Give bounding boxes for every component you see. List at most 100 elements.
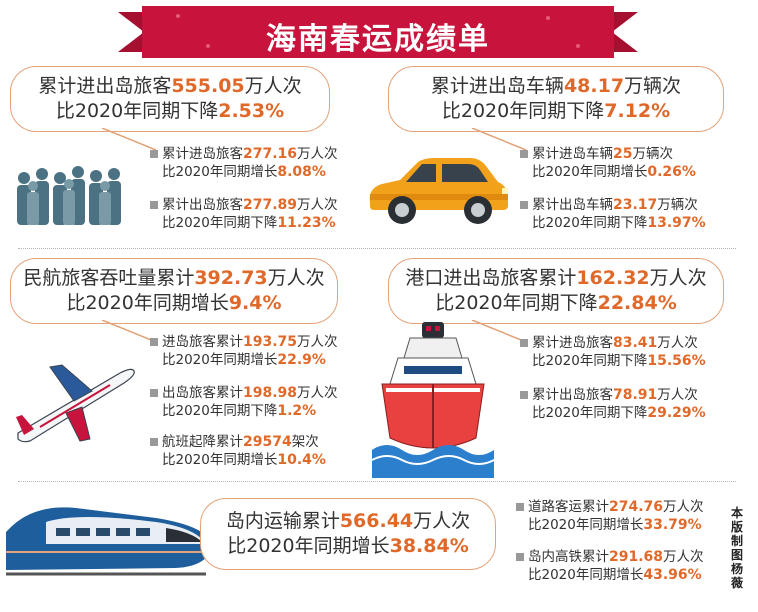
crowd-icon — [17, 166, 121, 225]
port-change-line: 比2020年同期下降22.84% — [389, 291, 723, 316]
item-change-label: 比2020年同期增长 — [162, 164, 278, 180]
vehicles-item-inbound: 累计进岛车辆25万辆次 比2020年同期增长0.26% — [520, 145, 720, 181]
page-title: 海南春运成绩单 — [266, 22, 490, 57]
item-unit: 万人次 — [297, 146, 338, 162]
passengers-main-label: 累计进出岛旅客 — [38, 75, 172, 97]
island-change-line: 比2020年同期增长38.84% — [201, 534, 495, 559]
port-summary-bubble: 港口进出岛旅客累计162.32万人次 比2020年同期下降22.84% — [388, 258, 724, 324]
vehicles-main-unit: 万辆次 — [624, 75, 682, 97]
item-unit: 万辆次 — [657, 197, 698, 213]
item-change-label: 比2020年同期下降 — [532, 353, 648, 369]
island-change-label: 比2020年同期增长 — [227, 535, 390, 557]
item-change-value: 11.23% — [277, 215, 336, 231]
passengers-item-outbound: 累计出岛旅客277.89万人次 比2020年同期下降11.23% — [150, 196, 350, 232]
bullet-square-icon — [150, 201, 158, 209]
item-value: 78.91 — [613, 387, 658, 403]
item-change-label: 比2020年同期下降 — [162, 403, 278, 419]
aviation-change-label: 比2020年同期增长 — [66, 292, 229, 314]
vehicles-main-line: 累计进出岛车辆48.17万辆次 — [389, 74, 723, 99]
divider-1 — [18, 248, 736, 249]
item-value: 198.98 — [243, 385, 298, 401]
item-value: 291.68 — [609, 549, 664, 565]
item-change-value: 13.97% — [647, 215, 706, 231]
bullet-square-icon — [516, 503, 524, 511]
bullet-square-icon — [520, 339, 528, 347]
bullet-square-icon — [150, 389, 158, 397]
item-change-value: 43.96% — [643, 567, 702, 583]
item-change-value: 22.9% — [277, 352, 326, 368]
item-change-label: 比2020年同期下降 — [532, 405, 648, 421]
item-change-value: 29.29% — [647, 405, 706, 421]
title-banner: 海南春运成绩单 — [118, 6, 638, 58]
item-change-label: 比2020年同期增长 — [532, 164, 648, 180]
vehicles-main-label: 累计进出岛车辆 — [430, 75, 564, 97]
vehicles-change-line: 比2020年同期下降7.12% — [389, 99, 723, 124]
item-label: 道路客运累计 — [528, 499, 609, 515]
item-unit: 万人次 — [663, 549, 704, 565]
credit-text: 本版制图杨薇 — [730, 506, 743, 590]
item-unit: 万人次 — [663, 499, 704, 515]
bullet-square-icon — [150, 150, 158, 158]
bullet-square-icon — [520, 150, 528, 158]
port-item-inbound: 累计进岛旅客83.41万人次 比2020年同期下降15.56% — [520, 334, 720, 370]
item-unit: 万人次 — [657, 335, 698, 351]
item-value: 83.41 — [613, 335, 658, 351]
port-main-label: 港口进出岛旅客累计 — [405, 267, 577, 289]
port-change-value: 22.84% — [597, 292, 677, 314]
island-main-line: 岛内运输累计566.44万人次 — [201, 509, 495, 534]
item-label: 累计出岛旅客 — [532, 387, 613, 403]
vehicles-change-label: 比2020年同期下降 — [441, 100, 605, 122]
bullet-square-icon — [520, 391, 528, 399]
bullet-square-icon — [516, 553, 524, 561]
bullet-square-icon — [520, 201, 528, 209]
item-label: 累计进岛旅客 — [162, 146, 243, 162]
port-main-unit: 万人次 — [649, 267, 707, 289]
item-change-label: 比2020年同期下降 — [532, 215, 648, 231]
vehicles-main-value: 48.17 — [563, 75, 625, 97]
ship-icon — [372, 322, 494, 478]
aviation-pointer — [101, 320, 157, 343]
aviation-main-value: 392.73 — [194, 267, 268, 289]
island-main-value: 566.44 — [339, 510, 414, 532]
item-value: 274.76 — [609, 499, 664, 515]
item-change-value: 10.4% — [277, 452, 326, 468]
item-label: 出岛旅客累计 — [162, 385, 243, 401]
item-change-label: 比2020年同期增长 — [162, 352, 278, 368]
item-unit: 万人次 — [657, 387, 698, 403]
vehicles-summary-bubble: 累计进出岛车辆48.17万辆次 比2020年同期下降7.12% — [388, 66, 724, 132]
passengers-main-value: 555.05 — [171, 75, 245, 97]
item-change-value: 0.26% — [647, 164, 696, 180]
passengers-pointer — [101, 128, 157, 151]
banner-ribbon-shape — [118, 6, 638, 58]
car-icon — [369, 158, 508, 224]
vehicles-pointer — [471, 128, 527, 151]
item-unit: 万人次 — [297, 334, 338, 350]
vehicles-change-value: 7.12% — [604, 100, 671, 122]
passengers-main-line: 累计进出岛旅客555.05万人次 — [11, 74, 329, 99]
item-unit: 万人次 — [297, 385, 338, 401]
island-change-value: 38.84% — [389, 535, 469, 557]
passengers-summary-bubble: 累计进出岛旅客555.05万人次 比2020年同期下降2.53% — [10, 66, 330, 132]
passengers-change-label: 比2020年同期下降 — [55, 100, 219, 122]
aviation-change-line: 比2020年同期增长9.4% — [11, 291, 337, 316]
item-unit: 万人次 — [297, 197, 338, 213]
bullet-square-icon — [150, 338, 158, 346]
aviation-summary-bubble: 民航旅客吞吐量累计392.73万人次 比2020年同期增长9.4% — [10, 258, 338, 324]
aviation-item-flights: 航班起降累计29574架次 比2020年同期增长10.4% — [150, 433, 350, 469]
item-value: 29574 — [243, 434, 292, 450]
item-label: 岛内高铁累计 — [528, 549, 609, 565]
port-item-outbound: 累计出岛旅客78.91万人次 比2020年同期下降29.29% — [520, 386, 730, 422]
port-main-value: 162.32 — [576, 267, 650, 289]
island-main-label: 岛内运输累计 — [225, 510, 340, 532]
item-change-value: 15.56% — [647, 353, 706, 369]
item-label: 累计进岛旅客 — [532, 335, 613, 351]
item-label: 累计出岛旅客 — [162, 197, 243, 213]
passengers-item-inbound: 累计进岛旅客277.16万人次 比2020年同期增长8.08% — [150, 145, 340, 181]
island-item-rail: 岛内高铁累计291.68万人次 比2020年同期增长43.96% — [516, 548, 716, 584]
passengers-change-line: 比2020年同期下降2.53% — [11, 99, 329, 124]
item-change-label: 比2020年同期增长 — [528, 567, 644, 583]
aviation-main-label: 民航旅客吞吐量累计 — [23, 267, 195, 289]
aviation-main-unit: 万人次 — [267, 267, 325, 289]
divider-2 — [18, 481, 736, 482]
item-value: 193.75 — [243, 334, 298, 350]
